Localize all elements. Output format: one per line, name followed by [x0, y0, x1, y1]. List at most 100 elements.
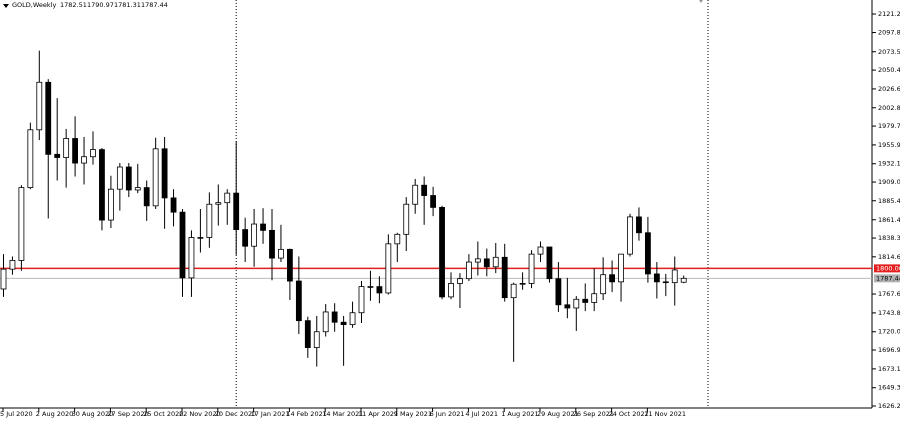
- x-tick-label: 9 May 2021: [394, 410, 432, 418]
- y-tick-label: 2121.20: [878, 10, 900, 18]
- candle-body: [304, 320, 311, 348]
- shift-marker: [699, 0, 703, 3]
- candle-body: [108, 188, 114, 221]
- candle-body: [492, 256, 499, 268]
- header-value: 1781.31: [114, 1, 141, 9]
- candle-body: [564, 304, 571, 309]
- y-tick-label: 1979.70: [878, 122, 900, 130]
- current-price-label: 1787.44: [876, 274, 900, 282]
- x-tick-label: 17 Jan 2021: [251, 410, 290, 418]
- x-tick-label: 2 Aug 2020: [36, 410, 74, 418]
- y-tick-label: 1885.40: [878, 197, 900, 205]
- candle-body: [295, 280, 302, 322]
- hline-label-bg: [874, 264, 900, 273]
- x-tick-label: 26 Sep 2021: [573, 410, 614, 418]
- menu-arrow[interactable]: [3, 4, 9, 8]
- candle-body: [45, 81, 52, 155]
- y-tick-label: 2026.60: [878, 85, 900, 93]
- candle-body: [430, 195, 437, 208]
- x-tick-label: 27 Sep 2020: [107, 410, 148, 418]
- x-tick-label: 1 Aug 2021: [501, 410, 539, 418]
- candle-body: [358, 286, 365, 314]
- candle-body: [134, 187, 141, 191]
- candle-body: [18, 187, 25, 261]
- y-tick-label: 1626.25: [878, 402, 900, 410]
- candle-body: [501, 256, 508, 299]
- candle-body: [457, 278, 463, 284]
- candle-body: [224, 192, 231, 204]
- candle-body: [197, 237, 204, 239]
- candle-body: [412, 184, 419, 205]
- candle-body: [331, 311, 338, 323]
- y-tick-label: 1743.80: [878, 309, 900, 317]
- y-tick-label: 2073.55: [878, 48, 900, 56]
- candle-body: [465, 261, 472, 280]
- candle-body: [322, 311, 329, 333]
- candle-body: [170, 197, 177, 213]
- x-tick-label: 5 Jul 2020: [0, 410, 33, 418]
- y-tick-label: 1696.90: [878, 346, 900, 354]
- candle-body: [421, 184, 428, 196]
- candle-body: [510, 283, 517, 299]
- candle-body: [671, 269, 678, 284]
- candle-body: [9, 260, 16, 270]
- candle-body: [645, 232, 651, 275]
- candle-body: [143, 187, 150, 207]
- y-tick-label: 2097.80: [878, 29, 900, 37]
- x-tick-label: 30 Aug 2020: [72, 410, 114, 418]
- header-value: 1790.97: [87, 1, 114, 9]
- candle-body: [653, 273, 660, 283]
- candle-body: [600, 274, 607, 295]
- candle-body: [385, 243, 392, 294]
- candle-body: [161, 148, 168, 199]
- candle-body: [0, 268, 7, 290]
- x-tick-label: 21 Nov 2021: [644, 410, 686, 418]
- candle-body: [242, 229, 249, 247]
- y-tick-label: 1720.00: [878, 328, 900, 336]
- candle-body: [72, 138, 78, 164]
- x-tick-label: 14 Mar 2021: [322, 410, 363, 418]
- candle-body: [286, 248, 293, 282]
- y-tick-label: 1649.30: [878, 384, 900, 392]
- y-tick-label: 1767.60: [878, 290, 900, 298]
- candle-body: [483, 258, 490, 268]
- candle-body: [313, 331, 320, 348]
- candle-body: [394, 233, 401, 245]
- candle-body: [340, 321, 347, 326]
- y-tick-label: 1814.60: [878, 253, 900, 261]
- x-tick-label: 4 Jul 2021: [465, 410, 498, 418]
- y-tick-label: 1673.10: [878, 365, 900, 373]
- candle-body: [376, 286, 383, 294]
- candle-body: [349, 312, 356, 326]
- candle-body: [27, 129, 34, 189]
- y-tick-label: 1861.40: [878, 216, 900, 224]
- candle-body: [251, 223, 258, 247]
- candle-body: [528, 253, 535, 284]
- candle-body: [591, 293, 598, 303]
- x-tick-label: 11 Apr 2021: [358, 410, 398, 418]
- x-tick-label: 22 Nov 2020: [179, 410, 221, 418]
- candle-body: [537, 246, 544, 255]
- x-tick-label: 29 Aug 2021: [537, 410, 579, 418]
- candle-body: [582, 298, 589, 303]
- candle-body: [474, 258, 481, 263]
- candle-body: [519, 283, 526, 285]
- candle-body: [546, 246, 553, 280]
- candle-body: [618, 253, 624, 283]
- candle-body: [81, 156, 87, 164]
- candle-body: [179, 211, 186, 279]
- candle-body: [260, 223, 266, 231]
- candle-body: [403, 203, 410, 235]
- header-value: 1782.51: [60, 1, 87, 9]
- hline-label: 1800.00: [876, 264, 900, 272]
- candle-body: [367, 286, 374, 288]
- candle-body: [627, 216, 633, 255]
- y-tick-label: 1909.00: [878, 178, 900, 186]
- candle-body: [36, 81, 43, 131]
- candle-body: [54, 153, 61, 158]
- x-tick-label: 20 Dec 2020: [215, 410, 257, 418]
- candle-body: [448, 283, 454, 298]
- candle-body: [188, 237, 195, 279]
- candle-body: [278, 248, 284, 259]
